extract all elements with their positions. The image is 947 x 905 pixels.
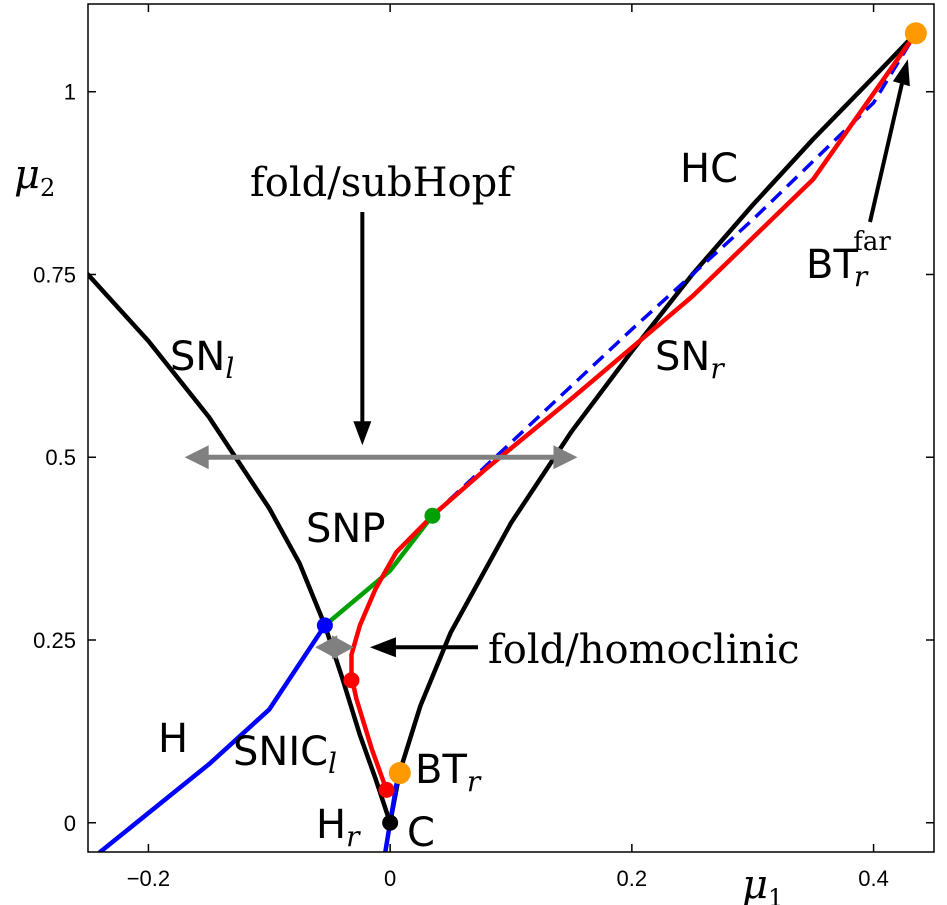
point-gh_pt xyxy=(316,617,333,634)
curve-homoclinic xyxy=(349,30,919,793)
x-tick-label: 0 xyxy=(384,866,396,891)
label-sn-left: SNl xyxy=(170,334,234,385)
y-tick-label: 0 xyxy=(64,811,76,836)
point-cusp xyxy=(382,814,399,831)
y-tick-label: 1 xyxy=(64,80,76,105)
label-fold-subhopf: fold/subHopf xyxy=(250,160,515,206)
annotations-layer xyxy=(184,59,910,660)
point-snp_pt xyxy=(424,507,441,524)
x-axis-label: μ1 xyxy=(742,862,783,905)
label-sn-right: SNr xyxy=(655,334,725,385)
x-tick-label: 0.2 xyxy=(617,866,648,891)
point-red_upper xyxy=(343,672,360,689)
label-h-right: Hr xyxy=(316,802,361,853)
curve-snp xyxy=(322,513,435,628)
x-tick-label: −0.2 xyxy=(127,866,170,891)
range-right-arrowhead xyxy=(553,445,578,470)
y-tick-label: 0.5 xyxy=(45,445,76,470)
y-tick-label: 0.75 xyxy=(33,262,76,287)
plot-frame xyxy=(87,3,935,853)
label-snp: SNP xyxy=(306,506,385,552)
fold-homoclinic-right-head xyxy=(331,635,354,660)
x-tick-label: 0.4 xyxy=(858,866,889,891)
label-fold-homoclinic: fold/homoclinic xyxy=(488,627,800,673)
y-axis-label: μ2 xyxy=(14,152,55,202)
label-bt-right: BTr xyxy=(415,747,482,798)
label-h: H xyxy=(158,716,188,762)
point-red_lower xyxy=(378,781,395,798)
curves-layer xyxy=(88,30,919,852)
curve-hopf xyxy=(97,623,328,852)
curve-sn_right xyxy=(387,30,919,826)
fold-homoclinic-arrowhead xyxy=(369,637,396,658)
fold-homoclinic-left-head xyxy=(315,635,338,660)
label-bt-far: BTrfar xyxy=(806,227,891,293)
curve-hopf_right xyxy=(383,776,400,852)
label-snic-left: SNICl xyxy=(233,729,337,780)
bt-far-arrow xyxy=(868,74,906,223)
fold-subhopf-arrowhead xyxy=(353,421,372,446)
points-layer xyxy=(316,22,927,831)
range-left-arrowhead xyxy=(184,445,209,470)
y-tick-label: 0.25 xyxy=(33,628,76,653)
bt-far-arrowhead xyxy=(892,59,910,87)
point-bt_far xyxy=(904,22,927,45)
label-hc: HC xyxy=(680,146,738,192)
label-cusp: C xyxy=(407,810,435,856)
point-bt_r xyxy=(388,762,411,785)
ticks-layer: −0.2 0 0.2 0.4 0 0.25 0.5 0.75 1 xyxy=(33,4,934,891)
